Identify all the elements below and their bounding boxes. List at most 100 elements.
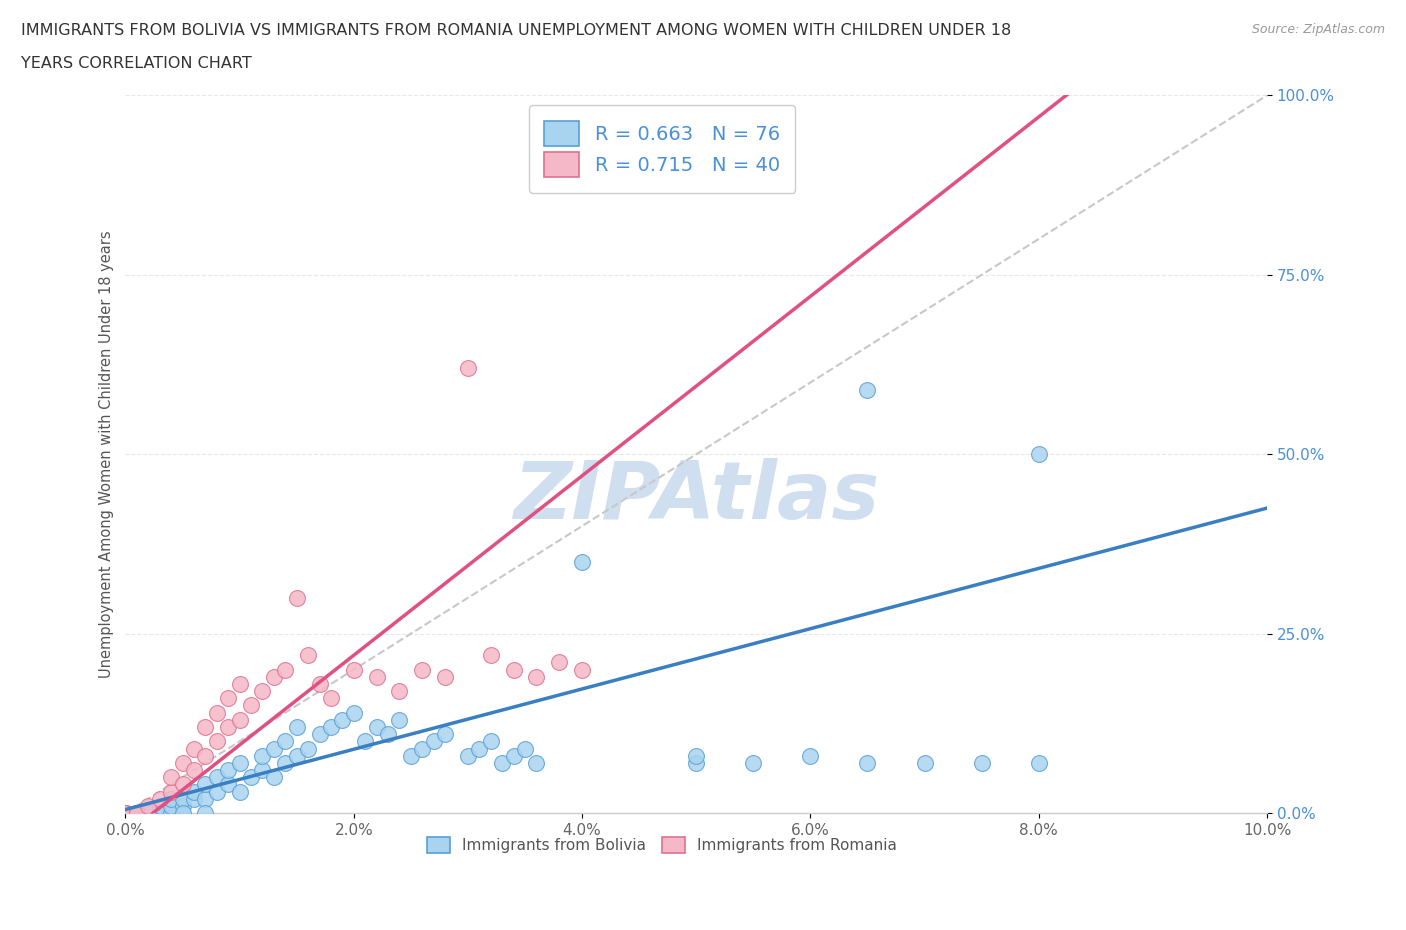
Point xyxy=(136,805,159,820)
Point xyxy=(319,720,342,735)
Point xyxy=(160,770,183,785)
Point xyxy=(388,684,411,698)
Point xyxy=(252,684,274,698)
Point xyxy=(274,734,297,749)
Point xyxy=(240,698,263,713)
Point xyxy=(228,676,250,691)
Point xyxy=(228,712,250,727)
Point xyxy=(217,720,239,735)
Point xyxy=(457,361,479,376)
Point xyxy=(125,805,148,820)
Text: Source: ZipAtlas.com: Source: ZipAtlas.com xyxy=(1251,23,1385,36)
Point xyxy=(125,805,148,820)
Point xyxy=(114,805,136,820)
Point xyxy=(914,755,936,770)
Point xyxy=(114,805,136,820)
Point xyxy=(411,662,433,677)
Point xyxy=(125,805,148,820)
Point xyxy=(856,382,879,397)
Point xyxy=(263,670,285,684)
Point xyxy=(263,770,285,785)
Point xyxy=(114,805,136,820)
Point xyxy=(970,755,993,770)
Point xyxy=(263,741,285,756)
Point xyxy=(285,591,308,605)
Point xyxy=(136,805,159,820)
Text: YEARS CORRELATION CHART: YEARS CORRELATION CHART xyxy=(21,56,252,71)
Point xyxy=(308,676,330,691)
Point xyxy=(114,805,136,820)
Text: ZIPAtlas: ZIPAtlas xyxy=(513,458,879,537)
Point xyxy=(513,741,536,756)
Point xyxy=(366,670,388,684)
Point xyxy=(399,749,422,764)
Point xyxy=(285,720,308,735)
Point xyxy=(491,755,513,770)
Point xyxy=(183,791,205,806)
Point xyxy=(343,662,366,677)
Point xyxy=(114,805,136,820)
Point xyxy=(114,805,136,820)
Point xyxy=(160,784,183,799)
Point xyxy=(205,784,228,799)
Point xyxy=(422,734,444,749)
Point xyxy=(1028,446,1050,461)
Point xyxy=(136,805,159,820)
Point xyxy=(149,791,172,806)
Point xyxy=(183,784,205,799)
Point xyxy=(468,741,491,756)
Point xyxy=(160,799,183,814)
Point xyxy=(479,734,502,749)
Point xyxy=(411,741,433,756)
Point xyxy=(194,720,217,735)
Legend: Immigrants from Bolivia, Immigrants from Romania: Immigrants from Bolivia, Immigrants from… xyxy=(422,831,903,859)
Point xyxy=(136,799,159,814)
Point xyxy=(297,741,319,756)
Point xyxy=(228,784,250,799)
Point xyxy=(571,662,593,677)
Point xyxy=(114,805,136,820)
Point xyxy=(502,662,524,677)
Point xyxy=(217,777,239,791)
Point xyxy=(194,791,217,806)
Point xyxy=(125,805,148,820)
Point xyxy=(332,712,354,727)
Point xyxy=(172,755,194,770)
Point xyxy=(194,777,217,791)
Point xyxy=(149,805,172,820)
Point xyxy=(856,755,879,770)
Point xyxy=(160,791,183,806)
Point xyxy=(205,734,228,749)
Point xyxy=(114,805,136,820)
Point xyxy=(194,805,217,820)
Point xyxy=(217,763,239,777)
Point xyxy=(172,777,194,791)
Point xyxy=(114,805,136,820)
Point xyxy=(183,741,205,756)
Point xyxy=(685,749,707,764)
Point xyxy=(274,662,297,677)
Point xyxy=(194,749,217,764)
Point xyxy=(742,755,765,770)
Point xyxy=(388,712,411,727)
Point xyxy=(319,691,342,706)
Point xyxy=(172,805,194,820)
Point xyxy=(308,726,330,741)
Point xyxy=(114,805,136,820)
Point xyxy=(172,799,194,814)
Point xyxy=(252,763,274,777)
Point xyxy=(228,755,250,770)
Point xyxy=(205,705,228,720)
Point xyxy=(434,670,457,684)
Point xyxy=(172,791,194,806)
Point xyxy=(205,770,228,785)
Point xyxy=(285,749,308,764)
Point xyxy=(548,655,571,670)
Point xyxy=(149,799,172,814)
Point xyxy=(354,734,377,749)
Point xyxy=(149,805,172,820)
Point xyxy=(434,726,457,741)
Point xyxy=(457,749,479,764)
Point xyxy=(502,749,524,764)
Point xyxy=(479,648,502,663)
